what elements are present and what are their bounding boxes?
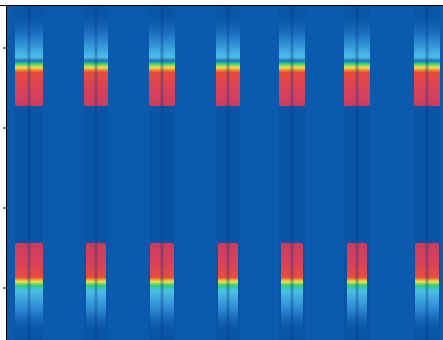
streak-core [28, 6, 31, 340]
streak-core [291, 6, 294, 340]
streak-core [426, 6, 429, 340]
streak-core [227, 6, 230, 340]
streak-core [356, 6, 359, 340]
heatmap-view [0, 0, 443, 340]
streak-core [95, 6, 98, 340]
streak-core [161, 6, 164, 340]
